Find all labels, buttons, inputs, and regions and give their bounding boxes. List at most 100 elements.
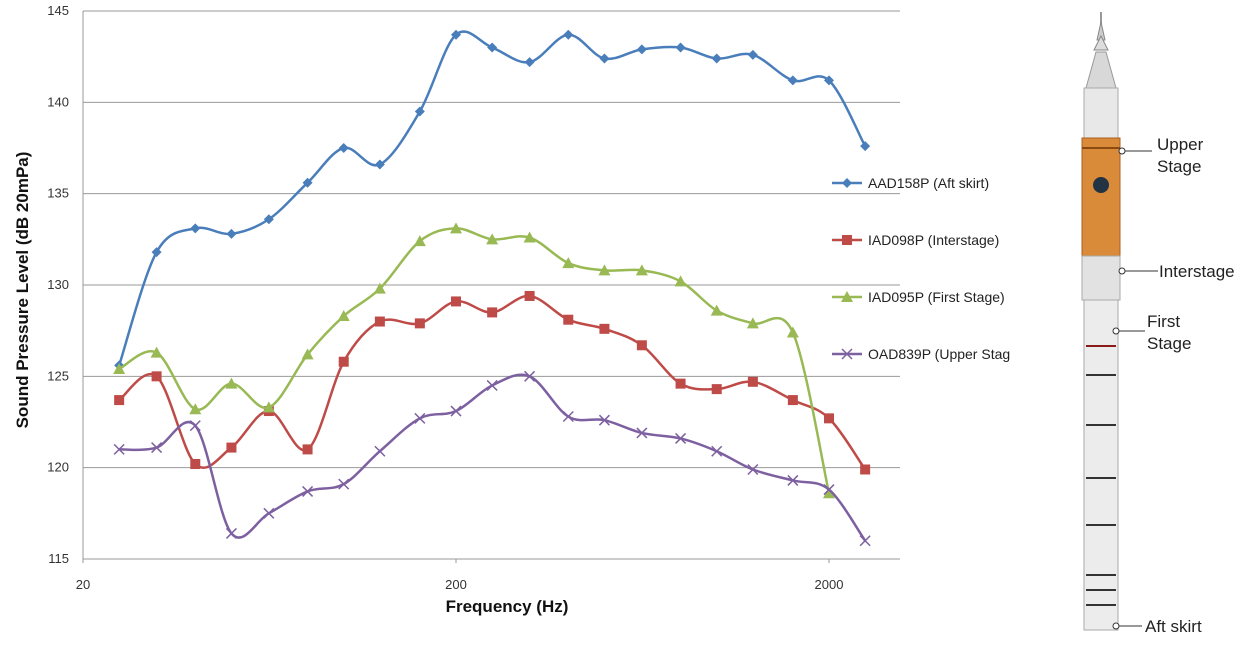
marker (823, 484, 835, 496)
marker (301, 348, 314, 360)
marker (302, 485, 314, 497)
marker (711, 384, 722, 395)
marker (302, 177, 313, 188)
marker (114, 395, 125, 406)
series-line (118, 227, 831, 494)
x-axis-title: Frequency (Hz) (446, 597, 569, 616)
marker (524, 370, 536, 382)
marker (150, 346, 163, 358)
marker (675, 432, 687, 444)
marker (598, 414, 610, 426)
marker (486, 379, 498, 391)
marker (787, 474, 799, 486)
marker (262, 401, 275, 413)
marker (226, 228, 237, 239)
legend-label: AAD158P (Aft skirt) (868, 175, 989, 191)
annotation: Interstage (1159, 262, 1235, 281)
y-tick-label: 115 (48, 551, 69, 566)
marker (599, 53, 610, 64)
annotation: Stage (1147, 334, 1191, 353)
marker (860, 464, 871, 475)
annotation: Stage (1157, 157, 1201, 176)
marker (414, 412, 426, 424)
marker (674, 275, 687, 287)
marker (302, 444, 313, 455)
y-tick-label: 120 (47, 460, 69, 475)
marker (563, 314, 574, 325)
x-tick-label: 200 (445, 577, 467, 592)
marker (523, 231, 536, 243)
marker (113, 443, 125, 455)
marker (413, 235, 426, 247)
marker (563, 29, 574, 40)
marker (487, 42, 498, 53)
marker (859, 535, 871, 547)
marker (524, 57, 535, 68)
marker (562, 410, 574, 423)
marker (786, 326, 799, 338)
marker (747, 376, 758, 387)
marker (636, 340, 647, 351)
marker (524, 290, 535, 301)
marker (824, 413, 835, 424)
marker (414, 106, 425, 117)
marker (711, 53, 722, 64)
marker (841, 348, 853, 360)
marker (374, 316, 385, 327)
marker (787, 75, 798, 86)
marker (451, 29, 462, 40)
marker (225, 377, 238, 389)
marker (337, 310, 350, 322)
marker (190, 223, 201, 234)
marker (189, 420, 201, 432)
series-line (119, 373, 867, 542)
marker (226, 442, 237, 453)
marker (636, 427, 648, 439)
marker (487, 307, 498, 318)
y-tick-label: 130 (47, 277, 69, 292)
marker (562, 257, 575, 269)
legend-label: OAD839P (Upper Stag (868, 346, 1010, 362)
marker (635, 264, 648, 276)
marker (189, 403, 202, 415)
annotation: Upper (1157, 135, 1204, 154)
x-tick-label: 2000 (815, 577, 844, 592)
marker (599, 323, 610, 334)
marker (374, 445, 386, 457)
marker (841, 291, 853, 302)
marker (823, 487, 836, 499)
marker (113, 363, 126, 375)
legend-label: IAD098P (Interstage) (868, 232, 999, 248)
marker (747, 49, 758, 60)
marker (747, 463, 759, 476)
marker (787, 395, 798, 406)
marker (338, 356, 349, 367)
annotation: Aft skirt (1145, 617, 1202, 636)
marker (450, 222, 463, 234)
marker (190, 459, 201, 470)
marker (338, 143, 349, 153)
marker (486, 233, 499, 245)
legend-label: IAD095P (First Stage) (868, 289, 1005, 305)
marker (151, 371, 162, 382)
x-tick-label: 20 (76, 577, 90, 592)
marker (842, 178, 852, 188)
y-tick-label: 135 (47, 186, 69, 201)
marker (151, 247, 162, 258)
marker (263, 507, 275, 519)
marker (675, 42, 686, 53)
marker (373, 282, 386, 294)
marker (842, 235, 852, 245)
y-axis-title: Sound Pressure Level (dB 20mPa) (13, 152, 32, 429)
annotation: First (1147, 312, 1180, 331)
marker (374, 159, 385, 170)
marker (675, 378, 686, 389)
marker (860, 141, 871, 152)
marker (746, 317, 759, 329)
y-tick-label: 145 (47, 3, 69, 18)
marker (598, 264, 611, 276)
rocket-illustration (1081, 12, 1158, 631)
y-tick-label: 125 (47, 368, 69, 383)
marker (451, 296, 462, 307)
